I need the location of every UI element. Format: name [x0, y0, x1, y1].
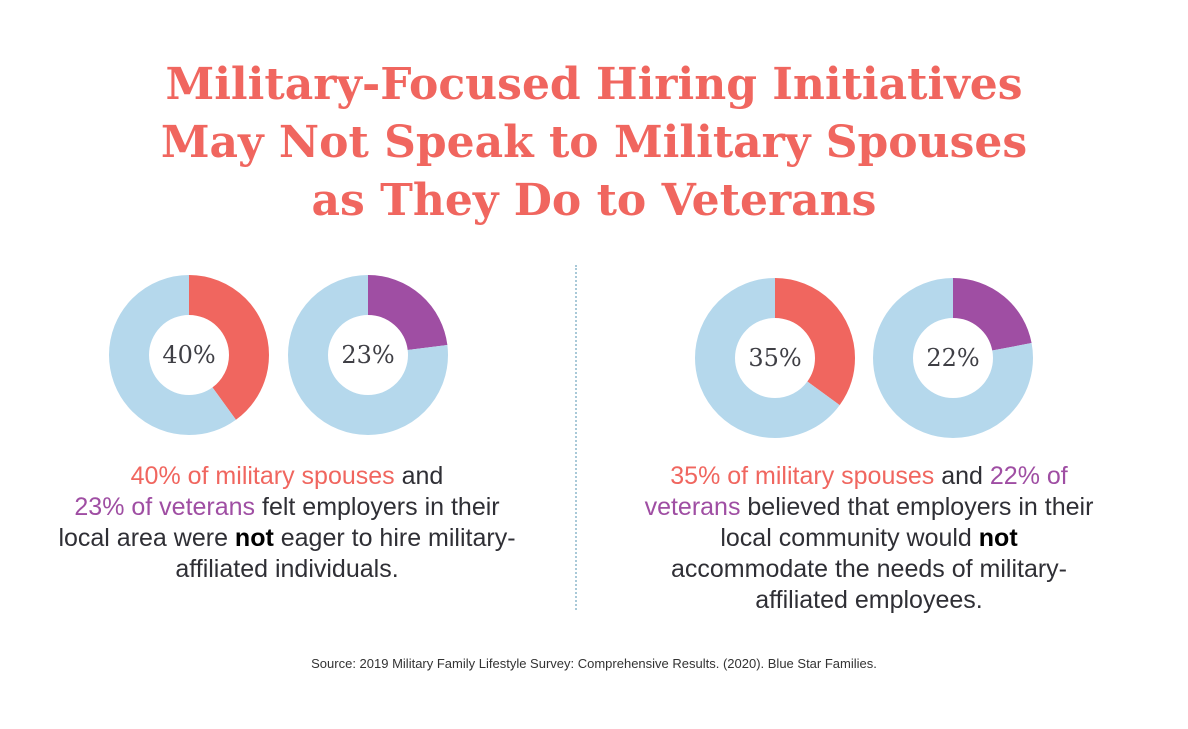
emphasis-not: not [234, 524, 274, 552]
donut-remainder-slice [109, 275, 269, 435]
title-line-2: May Not Speak to Military Spouses [160, 117, 1028, 168]
veterans-stat: 23% of veterans [74, 493, 256, 521]
donut-svg [109, 275, 269, 435]
caption-text-end: accommodate the needs of military-affili… [670, 555, 1067, 614]
donut-chart-veterans-accommodate: 22% [873, 278, 1033, 438]
donut-svg [873, 278, 1033, 438]
emphasis-not: not [978, 524, 1018, 552]
caption-text: believed that employers in their local c… [720, 493, 1094, 552]
left-caption: 40% of military spouses and 23% of veter… [57, 461, 517, 585]
donut-svg [288, 275, 448, 435]
dotted-divider [575, 265, 577, 610]
donut-chart-spouses-eager: 40% [109, 275, 269, 435]
donut-percent-label: 23% [341, 341, 395, 369]
caption-connector: and [934, 462, 990, 490]
donut-remainder-slice [695, 278, 855, 438]
donut-remainder-slice [873, 278, 1033, 438]
donut-chart-veterans-eager: 23% [288, 275, 448, 435]
right-caption: 35% of military spouses and 22% of veter… [639, 461, 1099, 616]
caption-text: felt employers in their local area were [58, 493, 500, 552]
donut-percent-label: 22% [926, 344, 980, 372]
spouses-stat: 35% of military spouses [670, 462, 935, 490]
donut-remainder-slice [288, 275, 448, 435]
veterans-stat: 22% of veterans [644, 462, 1068, 521]
donut-chart-spouses-accommodate: 35% [695, 278, 855, 438]
donut-percent-label: 40% [162, 341, 216, 369]
donut-percent-label: 35% [748, 344, 802, 372]
caption-text-end: eager to hire military-affiliated indivi… [175, 524, 516, 583]
donut-svg [695, 278, 855, 438]
source-citation: Source: 2019 Military Family Lifestyle S… [311, 656, 877, 671]
title-line-1: Military-Focused Hiring Initiatives [165, 59, 1023, 110]
title-line-3: as They Do to Veterans [311, 175, 877, 226]
caption-connector: and [394, 462, 444, 490]
page-title: Military-Focused Hiring Initiatives May … [0, 56, 1188, 230]
spouses-stat: 40% of military spouses [130, 462, 395, 490]
